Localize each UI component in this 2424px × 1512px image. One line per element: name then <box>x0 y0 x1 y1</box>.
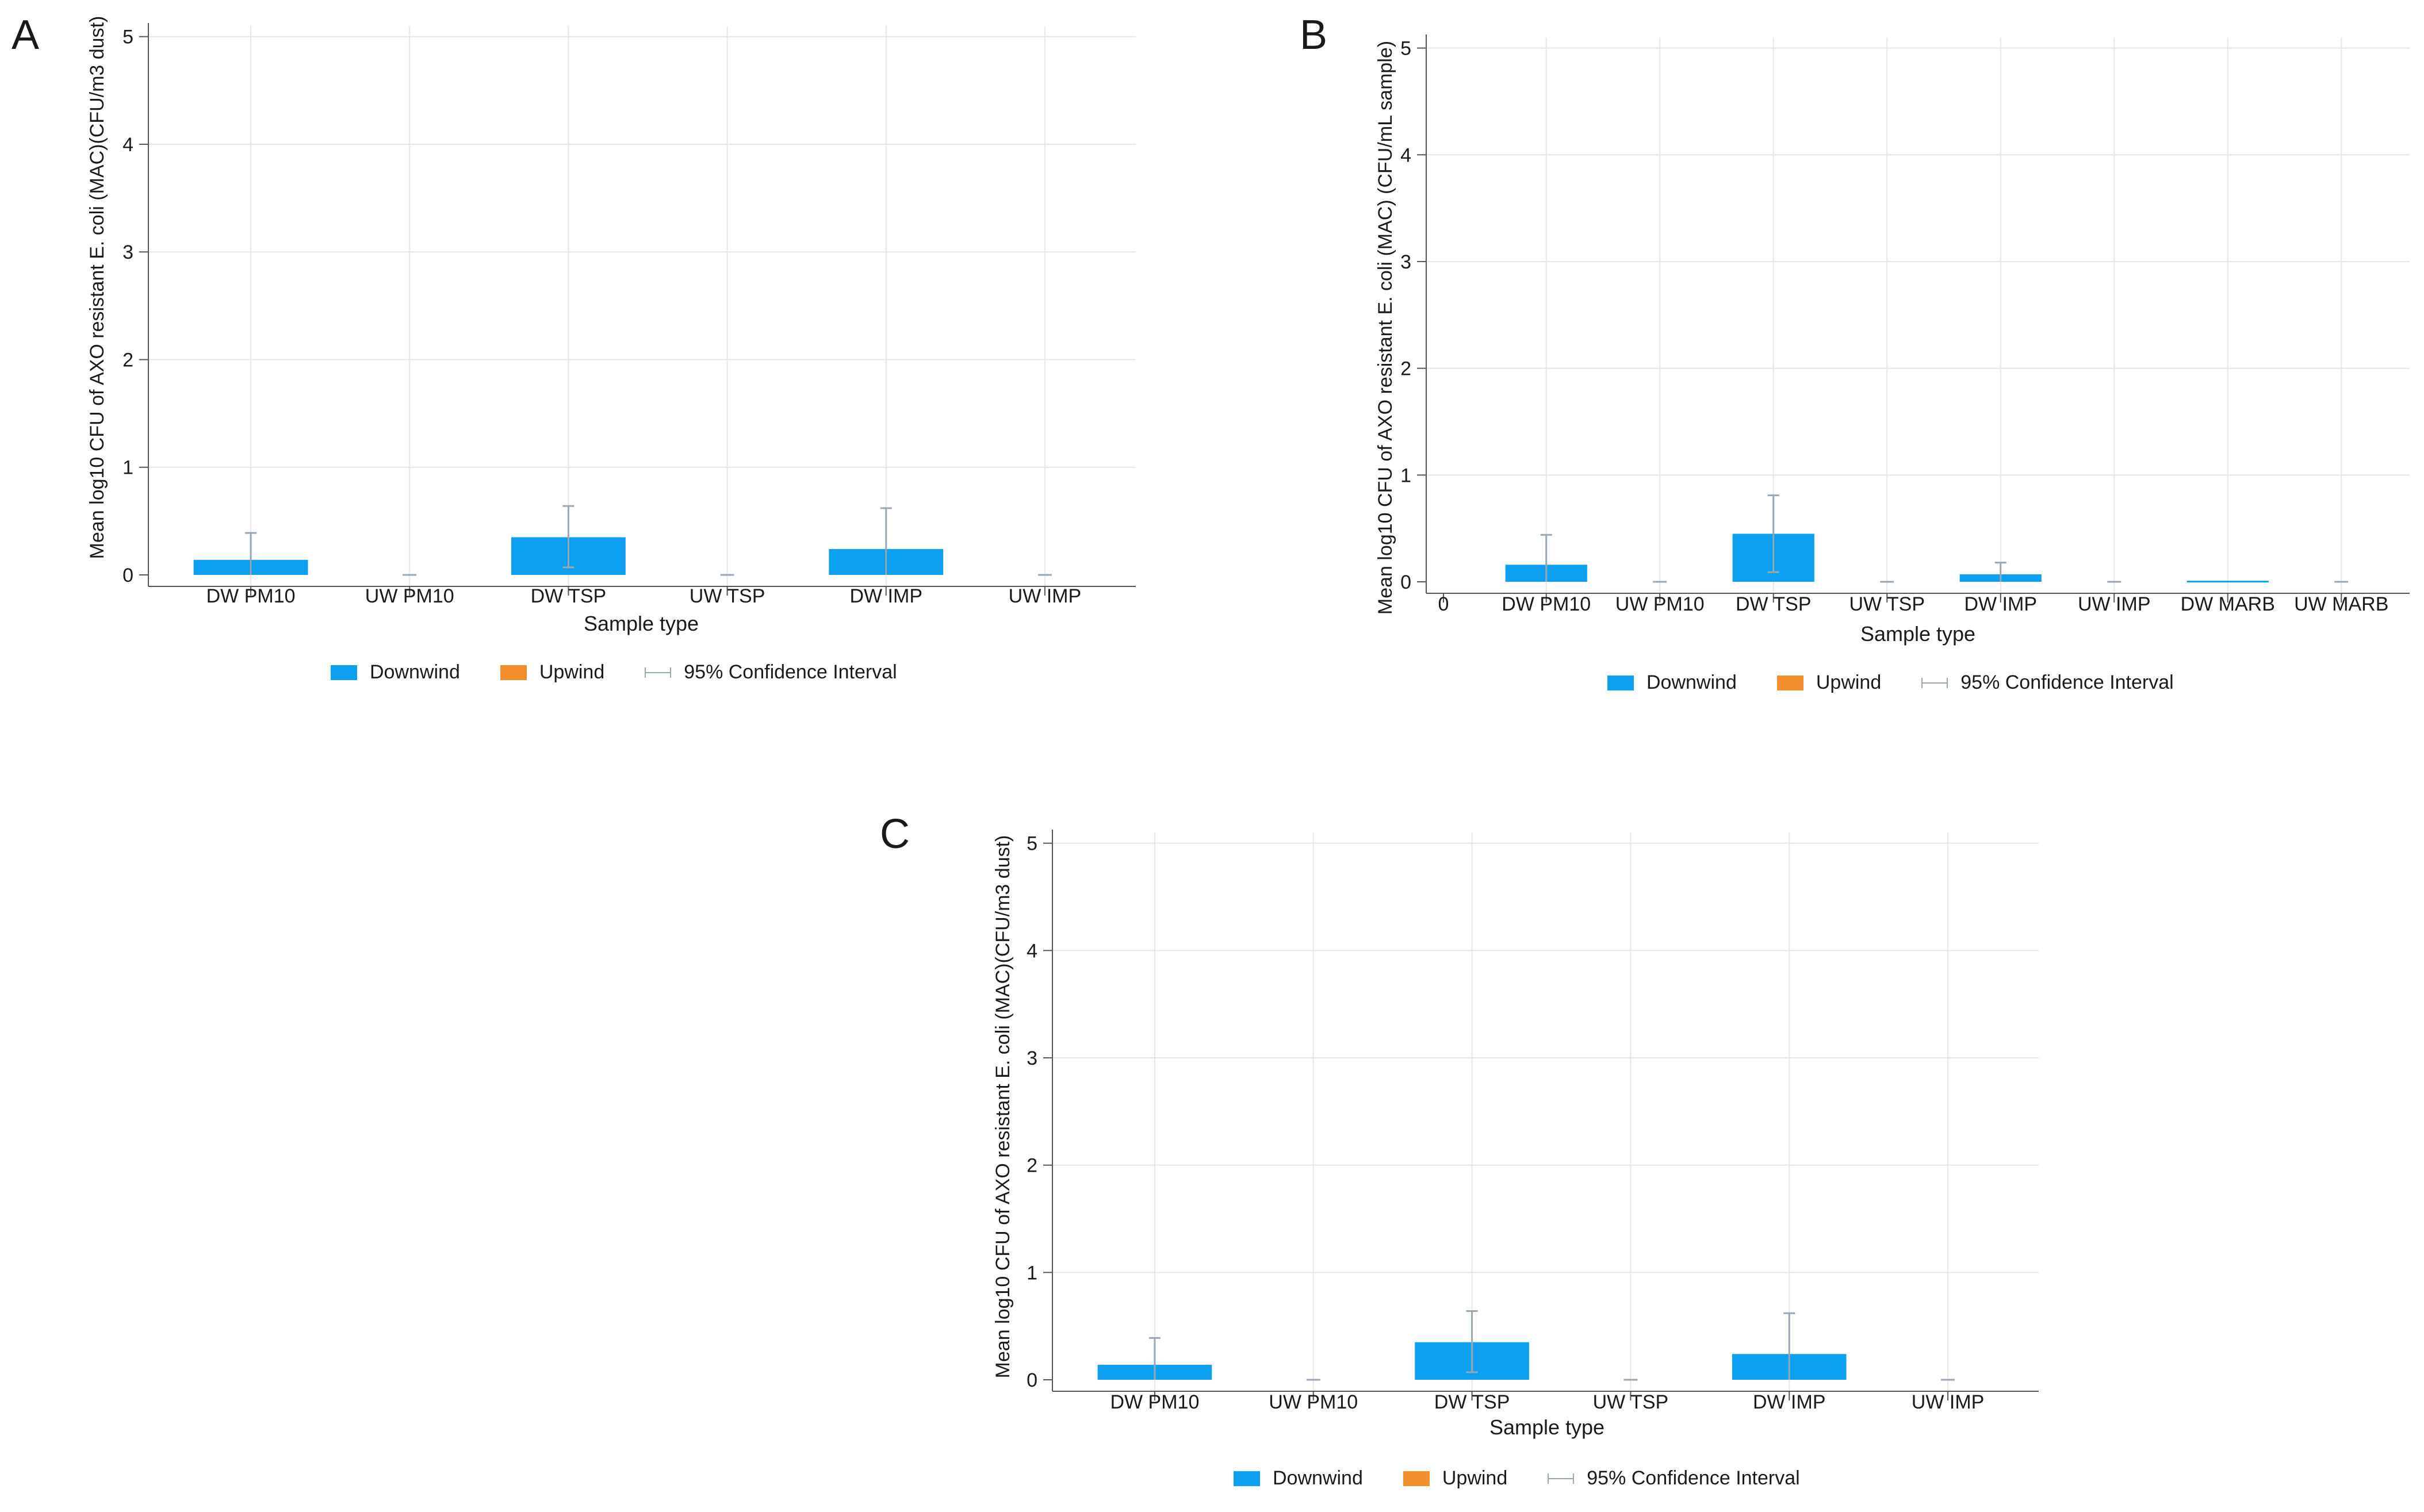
x-tick-label: UW IMP <box>1912 1391 1985 1413</box>
ci-icon <box>1548 1471 1575 1486</box>
y-tick-label: 5 <box>122 26 133 48</box>
y-tick-label: 3 <box>1027 1047 1037 1069</box>
legend: Downwind Upwind 95% Confidence Interval <box>331 661 937 684</box>
panel-letter: B <box>1300 12 1328 58</box>
x-tick-label: DW PM10 <box>1502 593 1591 615</box>
legend: Downwind Upwind 95% Confidence Interval <box>1607 671 2214 694</box>
downwind-swatch <box>1607 675 1634 690</box>
plot-area: 0 1 2 3 4 5 DW PM10 UW PM10 DW TSP UW TSP DW IMP UW… <box>1027 830 2039 1413</box>
plot-area: 0 1 2 3 4 5 DW PM10 UW PM10 DW TSP UW TSP DW IMP UW… <box>1400 34 2410 615</box>
bar-dw-marb <box>2186 581 2269 583</box>
legend-label: 95% Confidence Interval <box>1960 671 2174 693</box>
ci-icon <box>645 665 672 680</box>
x-tick-label: DW MARB <box>2181 593 2275 615</box>
x-tick-label: UW TSP <box>690 585 765 607</box>
legend-label: Upwind <box>539 661 605 683</box>
plot-area: 0 1 2 3 4 5 DW PM10 UW PM10 DW TSP UW TSP DW IMP UW… <box>122 23 1136 607</box>
x-tick-label: UW TSP <box>1593 1391 1669 1413</box>
x-tick-label: UW IMP <box>2078 593 2151 615</box>
x-tick-label-zero: 0 <box>1438 593 1449 615</box>
x-tick-label: DW IMP <box>1964 593 2037 615</box>
legend-label: 95% Confidence Interval <box>1587 1467 1800 1489</box>
y-tick-label: 4 <box>1400 144 1411 166</box>
y-tick-label: 1 <box>1400 465 1411 486</box>
y-tick-label: 2 <box>1400 358 1411 380</box>
x-tick-label: UW MARB <box>2294 593 2388 615</box>
x-tick-label: DW TSP <box>531 585 607 607</box>
x-axis-title: Sample type <box>583 612 699 635</box>
chart-panel-a: A Mean log10 CFU of AXO resistant E. col… <box>0 0 1179 719</box>
y-tick-label: 1 <box>1027 1262 1037 1284</box>
x-axis-title: Sample type <box>1860 622 1976 646</box>
legend-item-ci: 95% Confidence Interval <box>1548 1467 1800 1490</box>
chart-panel-c: C Mean log10 CFU of AXO resistant E. col… <box>863 793 2042 1512</box>
y-tick-label: 2 <box>1027 1155 1037 1177</box>
x-tick-label: UW PM10 <box>1269 1391 1358 1413</box>
downwind-swatch <box>1234 1471 1260 1486</box>
ci-icon <box>1921 676 1948 690</box>
legend-item-upwind: Upwind <box>500 661 604 684</box>
legend-label: 95% Confidence Interval <box>684 661 897 683</box>
x-tick-label: DW PM10 <box>206 585 296 607</box>
y-tick-label: 0 <box>122 565 133 586</box>
x-tick-label: UW PM10 <box>365 585 454 607</box>
legend-item-ci: 95% Confidence Interval <box>1921 671 2174 694</box>
downwind-swatch <box>331 665 357 680</box>
x-tick-label: DW TSP <box>1434 1391 1510 1413</box>
legend-label: Downwind <box>1646 671 1737 693</box>
legend-label: Downwind <box>1273 1467 1363 1489</box>
panel-letter: C <box>880 811 910 857</box>
y-tick-label: 4 <box>1027 940 1037 962</box>
x-tick-label: DW IMP <box>1753 1391 1826 1413</box>
upwind-swatch <box>1776 675 1803 690</box>
legend-label: Upwind <box>1816 671 1882 693</box>
legend-item-upwind: Upwind <box>1403 1467 1507 1490</box>
chart-panel-b: B Mean log10 CFU of AXO resistant E. col… <box>1282 0 2424 719</box>
y-tick-label: 4 <box>122 134 133 156</box>
x-tick-label: UW PM10 <box>1615 593 1705 615</box>
y-tick-label: 0 <box>1027 1369 1037 1391</box>
legend-item-downwind: Downwind <box>1607 671 1737 694</box>
x-tick-label: UW IMP <box>1009 585 1082 607</box>
y-tick-label: 5 <box>1027 833 1037 855</box>
legend-label: Downwind <box>370 661 460 683</box>
legend-item-downwind: Downwind <box>1234 1467 1363 1490</box>
y-tick-label: 1 <box>122 457 133 479</box>
y-tick-label: 5 <box>1400 38 1411 60</box>
x-tick-label: DW PM10 <box>1110 1391 1199 1413</box>
x-tick-label: UW TSP <box>1849 593 1925 615</box>
upwind-swatch <box>1403 1471 1430 1486</box>
legend: Downwind Upwind 95% Confidence Interval <box>1234 1467 1840 1490</box>
x-axis-title: Sample type <box>1489 1415 1605 1439</box>
upwind-swatch <box>500 665 527 680</box>
panel-letter: A <box>12 12 40 58</box>
legend-item-ci: 95% Confidence Interval <box>645 661 897 684</box>
y-tick-label: 2 <box>122 349 133 371</box>
x-tick-label: DW TSP <box>1736 593 1812 615</box>
legend-label: Upwind <box>1442 1467 1508 1489</box>
y-tick-label: 0 <box>1400 571 1411 593</box>
y-tick-label: 3 <box>1400 251 1411 273</box>
legend-item-upwind: Upwind <box>1776 671 1882 694</box>
legend-item-downwind: Downwind <box>331 661 460 684</box>
x-tick-label: DW IMP <box>849 585 922 607</box>
y-tick-label: 3 <box>122 241 133 263</box>
